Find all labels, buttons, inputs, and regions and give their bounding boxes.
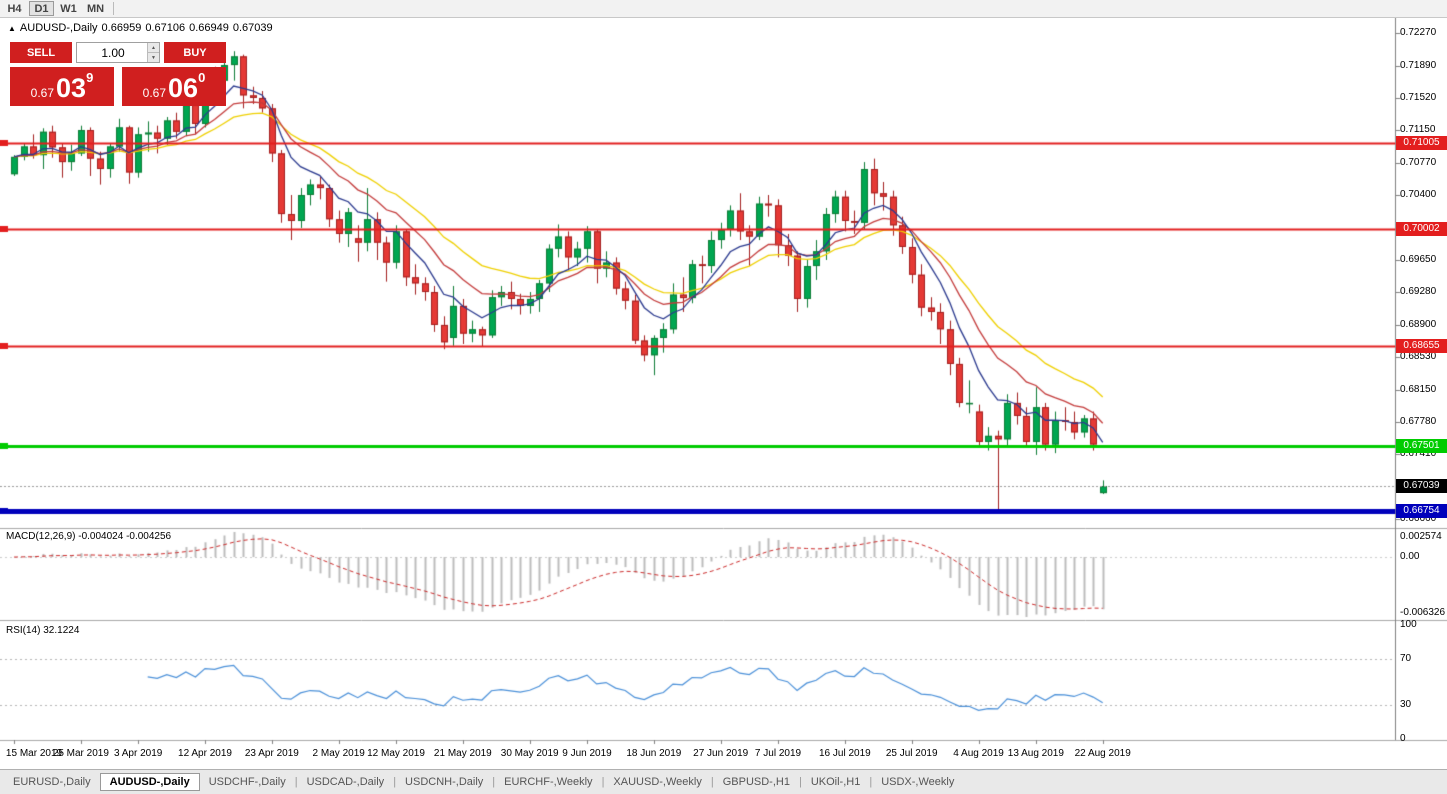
buy-price-prefix: 0.67 [142,86,167,100]
volume-field: ▲ ▼ [76,42,160,63]
timeframe-button-h4[interactable]: H4 [7,2,22,15]
one-click-collapse-icon[interactable]: ▲ [8,24,16,33]
toolbar-separator [113,2,114,15]
timeframe-toolbar: H4 D1 W1 MN [0,0,1447,18]
rsi-indicator-label: RSI(14) 32.1224 [6,625,80,636]
tab-separator: | [294,776,298,788]
chart-tab[interactable]: AUDUSD-,Daily [99,773,200,791]
macd-indicator-label: MACD(12,26,9) -0.004024 -0.004256 [6,531,172,542]
ohlc-info-line: ▲ AUDUSD-,Daily 0.66959 0.67106 0.66949 0.670… [8,22,277,34]
tab-separator: | [393,776,397,788]
chart-tab[interactable]: USDCHF-,Daily [208,776,286,788]
high-value: 0.67106 [145,22,186,34]
tab-separator: | [710,776,714,788]
buy-price-button[interactable]: 0.67 06 0 [122,67,226,106]
chart-tab[interactable]: EURCHF-,Weekly [504,776,593,788]
open-value: 0.66959 [101,22,142,34]
timeframe-button-d1[interactable]: D1 [29,1,54,16]
chart-canvas[interactable] [0,18,1447,768]
buy-price-sup: 0 [198,70,206,85]
close-value: 0.67039 [232,22,273,34]
timeframe-button-w1[interactable]: W1 [60,2,77,15]
tab-separator: | [869,776,873,788]
sell-button[interactable]: SELL [10,42,72,63]
chart-tab[interactable]: USDCNH-,Daily [405,776,484,788]
buy-button[interactable]: BUY [164,42,226,63]
volume-input[interactable] [76,42,160,63]
sell-price-big: 03 [56,73,87,104]
tab-separator: | [492,776,496,788]
tab-separator: | [798,776,802,788]
chart-tab-bar: EURUSD-,Daily AUDUSD-,Daily USDCHF-,Daily |… [0,769,1447,794]
sell-price-button[interactable]: 0.67 03 9 [10,67,114,106]
chart-tab[interactable]: GBPUSD-,H1 [722,776,790,788]
tab-separator: | [601,776,605,788]
low-value: 0.66949 [189,22,229,34]
chart-tab[interactable]: XAUUSD-,Weekly [613,776,702,788]
timeframe-button-mn[interactable]: MN [86,2,105,15]
chart-tab[interactable]: EURUSD-,Daily [13,776,91,788]
symbol-period-label: AUDUSD-,Daily [19,22,98,34]
chart-tab[interactable]: USDX-,Weekly [881,776,955,788]
volume-spinner-down-icon[interactable]: ▼ [147,52,159,62]
sell-price-sup: 9 [86,70,94,85]
sell-price-prefix: 0.67 [30,86,55,100]
chart-tab[interactable]: UKOil-,H1 [810,776,861,788]
volume-spinner-up-icon[interactable]: ▲ [147,43,159,52]
buy-price-big: 06 [168,73,199,104]
chart-tab[interactable]: USDCAD-,Daily [306,776,385,788]
